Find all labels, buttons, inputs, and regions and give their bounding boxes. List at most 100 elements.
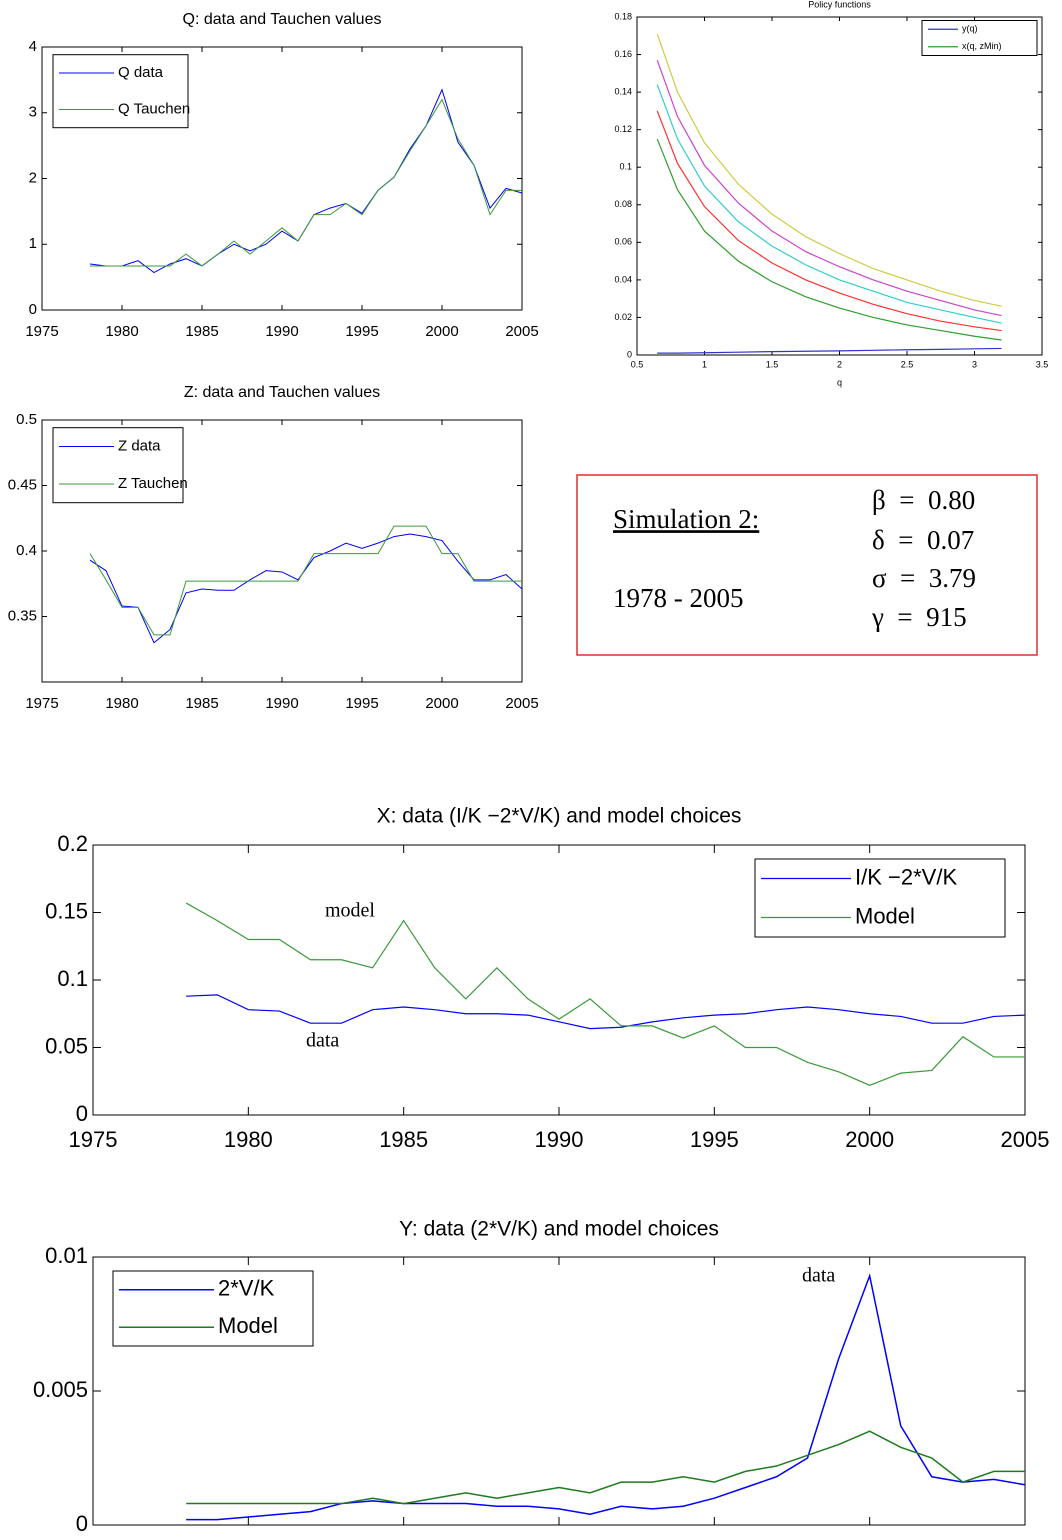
box-parameter: σ = 3.79 [872, 563, 976, 593]
box-parameter: β = 0.80 [872, 485, 975, 515]
x-tick-label: 1.5 [766, 359, 779, 369]
x-tick-label: 1 [702, 359, 707, 369]
x-tick-label: 2000 [425, 695, 458, 712]
chart-title: Y: data (2*V/K) and model choices [399, 1218, 719, 1241]
x-tick-label: 1985 [185, 323, 218, 340]
legend-label: Q data [118, 64, 164, 81]
series-line [185, 902, 1025, 1086]
legend-label: Model [855, 903, 915, 928]
x-tick-label: 1990 [265, 323, 298, 340]
legend-label: I/K −2*V/K [855, 864, 957, 889]
x-axis-label: q [837, 377, 842, 387]
series-line [656, 138, 1002, 341]
y-tick-label: 0.5 [16, 411, 37, 428]
x-tick-label: 1990 [535, 1537, 584, 1540]
x-tick-label: 2 [837, 359, 842, 369]
legend-label: Q Tauchen [118, 100, 190, 117]
series-line [90, 98, 522, 267]
x-tick-label: 1985 [185, 695, 218, 712]
x-tick-label: 2005 [505, 695, 538, 712]
y-tick-label: 0.05 [45, 1033, 88, 1058]
series-line [89, 525, 522, 636]
chart-title: Z: data and Tauchen values [184, 384, 380, 401]
legend-box [52, 427, 184, 504]
x-tick-label: 2000 [425, 323, 458, 340]
legend-label: Z data [118, 437, 161, 454]
y-tick-label: 3 [29, 104, 37, 121]
y-tick-label: 0.1 [619, 162, 632, 172]
y-tick-label: 0.15 [45, 898, 88, 923]
x-tick-label: 1980 [224, 1537, 273, 1540]
y-tick-label: 0.08 [614, 199, 632, 209]
y-tick-label: 0.005 [33, 1377, 88, 1402]
box-parameter: γ = 915 [871, 602, 967, 632]
legend-label: Model [218, 1313, 278, 1338]
x-tick-label: 1975 [69, 1127, 118, 1152]
chart-title: Q: data and Tauchen values [183, 11, 382, 28]
x-tick-label: 1975 [25, 323, 58, 340]
y-tick-label: 0.18 [614, 11, 632, 21]
x-tick-label: 1995 [345, 695, 378, 712]
chart-title: X: data (I/K −2*V/K) and model choices [377, 805, 742, 828]
x-tick-label: 1985 [379, 1537, 428, 1540]
y-tick-label: 0.1 [57, 966, 88, 991]
series-line [656, 59, 1002, 317]
x-tick-label: 1995 [345, 323, 378, 340]
series-line [89, 533, 523, 644]
y-tick-label: 1 [29, 235, 37, 252]
x-tick-label: 1980 [224, 1127, 273, 1152]
y-tick-label: 2 [29, 169, 37, 186]
y-tick-label: 0.01 [45, 1243, 88, 1268]
x-tick-label: 1995 [690, 1537, 739, 1540]
x-tick-label: 1985 [379, 1127, 428, 1152]
legend-box [52, 54, 189, 129]
annotation: data [802, 1265, 835, 1287]
y-tick-label: 0.02 [614, 312, 632, 322]
x-tick-label: 2005 [1001, 1127, 1050, 1152]
annotation: data [306, 1030, 339, 1052]
legend-label: Z Tauchen [118, 475, 188, 492]
x-tick-label: 0.5 [631, 359, 644, 369]
annotation: model [325, 900, 375, 922]
x-tick-label: 2000 [845, 1127, 894, 1152]
legend-box [112, 1270, 314, 1347]
x-tick-label: 1995 [690, 1127, 739, 1152]
chart-title: Policy functions [808, 0, 871, 9]
y-tick-label: 0.45 [8, 476, 37, 493]
x-tick-label: 2000 [845, 1537, 894, 1540]
box-title: Simulation 2: [613, 504, 759, 534]
x-tick-label: 2005 [505, 323, 538, 340]
series-line [656, 110, 1002, 332]
y-tick-label: 0.35 [8, 607, 37, 624]
y-tick-label: 0.04 [614, 274, 632, 284]
plot-area [636, 16, 1043, 356]
x-tick-label: 2.5 [901, 359, 914, 369]
x-tick-label: 1975 [25, 695, 58, 712]
legend-label: 2*V/K [218, 1276, 275, 1301]
y-tick-label: 0 [76, 1101, 88, 1126]
legend-box [921, 20, 1038, 56]
y-tick-label: 0.12 [614, 124, 632, 134]
x-tick-label: 3.5 [1036, 359, 1049, 369]
x-tick-label: 2005 [1001, 1537, 1050, 1540]
y-tick-label: 0.06 [614, 237, 632, 247]
y-tick-label: 4 [29, 38, 37, 55]
series-line [656, 33, 1002, 307]
parameter-box [576, 474, 1038, 656]
y-tick-label: 0.16 [614, 49, 632, 59]
series-line [657, 347, 1002, 354]
y-tick-label: 0 [29, 301, 37, 318]
box-period: 1978 - 2005 [613, 583, 744, 613]
y-tick-label: 0 [76, 1511, 88, 1536]
x-tick-label: 1980 [105, 695, 138, 712]
x-tick-label: 3 [972, 359, 977, 369]
y-tick-label: 0.14 [614, 86, 632, 96]
legend-label: x(q, zMin) [962, 41, 1002, 51]
box-parameter: δ = 0.07 [872, 525, 974, 555]
y-tick-label: 0.2 [57, 831, 88, 856]
series-line [656, 84, 1002, 324]
series-line [186, 994, 1026, 1030]
y-tick-label: 0.4 [16, 542, 37, 559]
y-tick-label: 0 [627, 349, 632, 359]
